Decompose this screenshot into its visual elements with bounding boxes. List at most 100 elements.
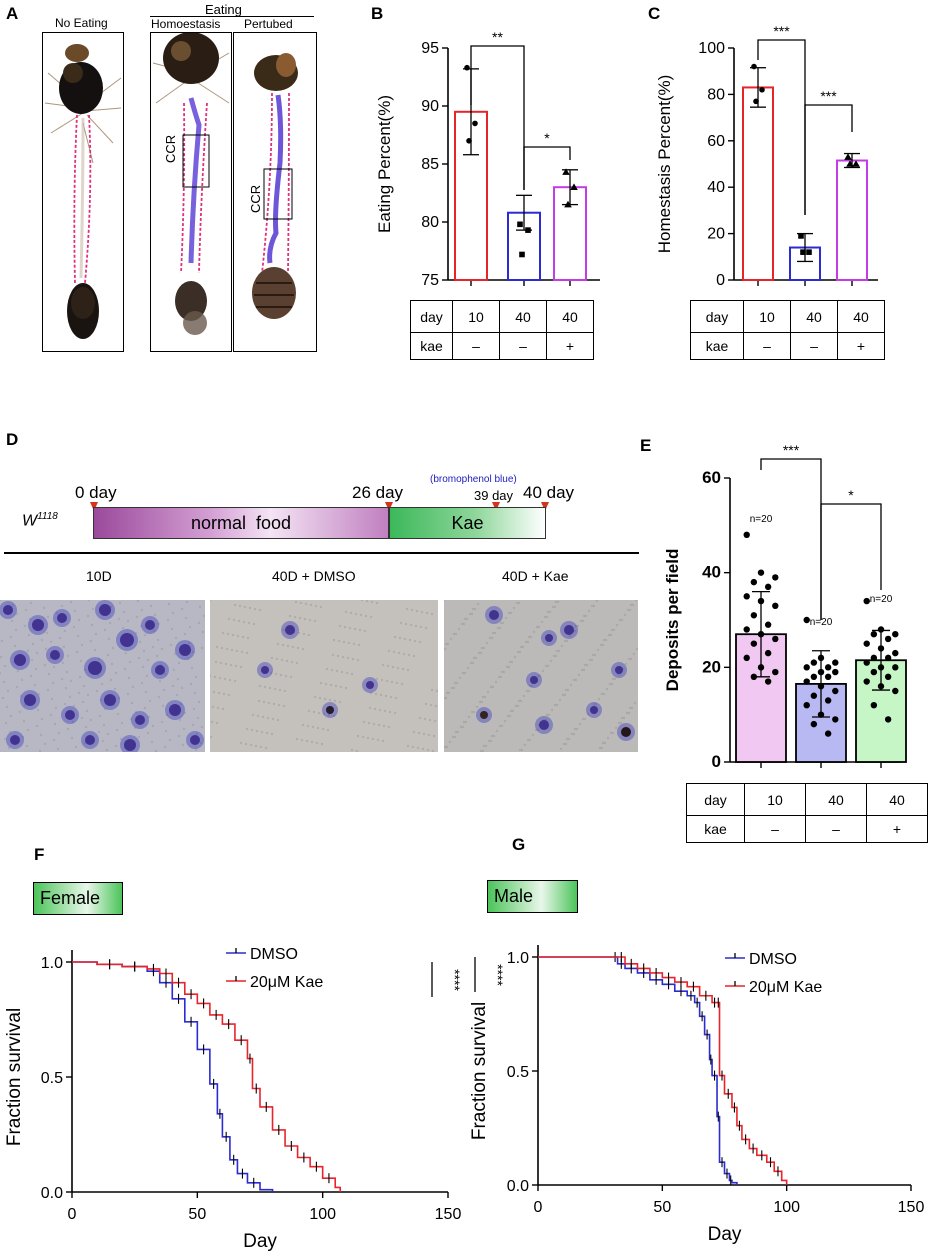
texture-dot [94,632,98,636]
texture-dot [3,664,7,668]
ccr-label-homeostasis: CCR [163,134,178,163]
texture-dot [122,610,126,614]
texture-dot [97,730,101,734]
texture-dot [453,735,457,739]
texture-dot [517,699,521,703]
texture-dot [352,642,356,646]
texture-dot [354,612,358,616]
texture-dot [564,742,568,746]
texture-dot [403,637,407,641]
texture-dot [286,644,290,648]
texture-dot [277,703,281,707]
texture-dot [180,607,184,611]
texture-dot [453,681,457,685]
texture-dot [70,736,74,740]
texture-dot [611,677,615,681]
y-tick-label: 60 [702,468,721,487]
data-point [870,668,878,676]
significance-label: *** [773,23,790,39]
texture-dot [199,741,203,745]
texture-dot [502,670,506,674]
texture-dot [592,604,596,608]
texture-dot [343,625,347,629]
texture-dot [123,667,127,671]
texture-dot [468,612,472,616]
texture-dot [444,745,447,749]
texture-dot [544,664,548,668]
texture-dot [622,716,626,720]
texture-dot [180,686,184,690]
texture-dot [537,625,541,629]
data-point [772,574,779,581]
texture-dot [357,643,361,647]
texture-dot [424,626,428,630]
texture-dot [583,663,587,667]
dye-label: (bromophenol blue) [430,474,517,485]
texture-dot [368,706,372,710]
texture-dot [338,700,342,704]
texture-dot [480,646,484,650]
texture-dot [268,686,272,690]
deposit [24,694,36,706]
texture-dot [313,619,317,623]
micrograph-40d-kae [444,600,638,752]
texture-dot [114,744,118,748]
deposit [539,720,549,730]
timeline-arrows [90,502,549,511]
texture-dot [479,651,483,655]
texture-dot [580,668,584,672]
texture-dot [373,707,377,711]
texture-dot [480,700,484,704]
micrograph-40d-dmso [210,600,438,752]
texture-dot [472,656,476,660]
texture-dot [127,676,131,680]
data-point [844,153,852,160]
data-point [803,678,810,685]
texture-dot [63,702,67,706]
texture-dot [35,651,39,655]
texture-dot [473,607,477,611]
texture-dot [183,711,187,715]
texture-dot [74,745,78,749]
texture-dot [150,740,154,744]
cell-day-label: day [690,300,744,333]
texture-dot [611,731,615,735]
texture-dot [197,621,201,625]
y-tick-label: 0 [716,272,725,289]
texture-dot [234,664,238,668]
texture-dot [535,625,539,629]
texture-dot [452,686,456,690]
texture-dot [620,716,624,720]
texture-dot [399,621,403,625]
texture-dot [113,687,117,691]
texture-dot [493,631,497,635]
texture-dot [173,652,177,656]
texture-dot [72,704,76,708]
deposit [85,735,95,745]
texture-dot [495,729,499,733]
texture-dot [177,734,181,738]
texture-dot [0,600,2,602]
texture-dot [482,744,486,748]
texture-dot [178,718,182,722]
data-point [803,616,810,624]
texture-dot [152,629,156,633]
texture-dot [545,713,549,717]
texture-dot [485,641,489,645]
texture-dot [461,671,465,675]
texture-dot [237,619,241,623]
texture-dot [500,670,504,674]
condition-table-c: day 10 40 40 kae – – + [690,300,885,360]
texture-dot [296,646,300,650]
texture-dot [406,668,410,672]
texture-dot [290,660,294,664]
texture-dot [322,712,326,716]
texture-dot [445,691,449,695]
texture-dot [316,726,320,730]
data-point [892,687,899,695]
texture-dot [294,600,298,604]
texture-dot [276,642,280,646]
texture-dot [26,649,30,653]
texture-dot [526,640,530,644]
